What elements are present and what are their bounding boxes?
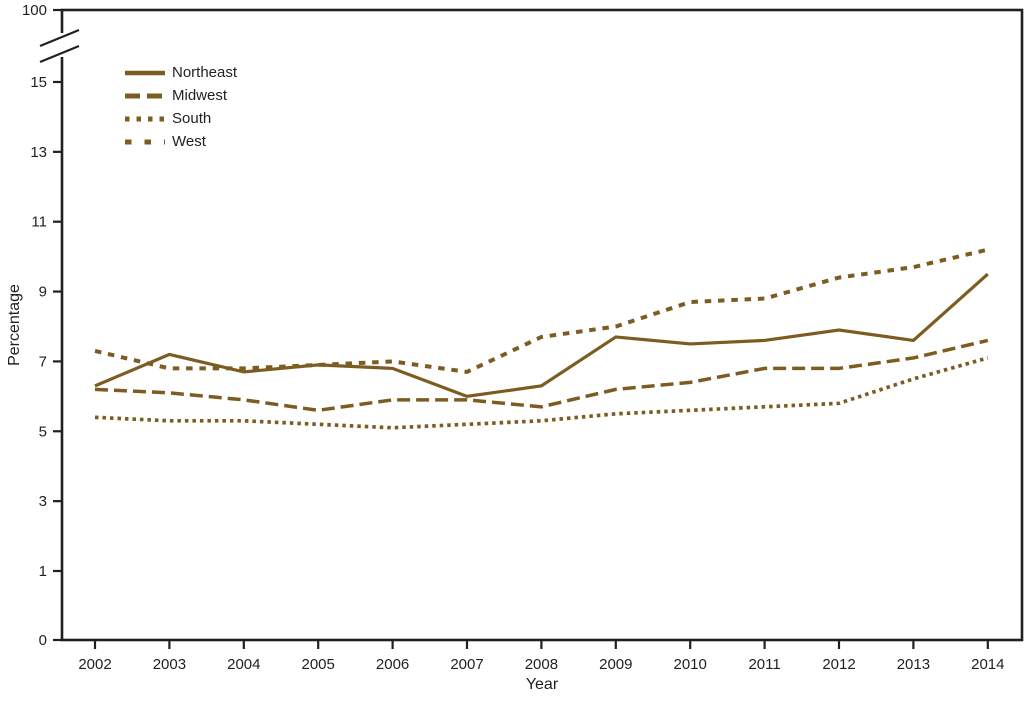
y-tick-label-100: 100 xyxy=(22,2,47,19)
series-line-west xyxy=(94,247,989,374)
legend-label: South xyxy=(172,110,212,127)
legend-label: Midwest xyxy=(172,87,228,104)
y-tick-label-9: 9 xyxy=(39,284,47,301)
x-tick-label-2002: 2002 xyxy=(78,656,111,673)
x-tick-label-2006: 2006 xyxy=(376,656,409,673)
x-tick-label-2008: 2008 xyxy=(525,656,558,673)
axis-break-slash-icon xyxy=(39,28,80,48)
series-line-midwest xyxy=(94,338,989,413)
x-axis-title: Year xyxy=(525,676,559,693)
series-line-northeast xyxy=(94,272,989,398)
legend-item-northeast: Northeast xyxy=(125,61,237,84)
x-tick-label-2004: 2004 xyxy=(227,656,260,673)
y-tick-label-0: 0 xyxy=(39,632,47,649)
x-tick-label-2013: 2013 xyxy=(897,656,930,673)
y-tick-label-1: 1 xyxy=(39,563,47,580)
y-axis-title-text: Percentage xyxy=(6,284,23,366)
y-tick-label-3: 3 xyxy=(39,493,47,510)
legend-item-west: West xyxy=(125,130,237,153)
x-tick-label-2007: 2007 xyxy=(450,656,483,673)
y-tick-label-11: 11 xyxy=(31,214,47,231)
legend: Northeast Midwest South West xyxy=(125,61,237,153)
legend-item-midwest: Midwest xyxy=(125,84,237,107)
y-axis-title: Percentage xyxy=(0,10,30,640)
northeast-line-swatch-icon xyxy=(125,70,165,75)
y-tick-label-13: 13 xyxy=(30,144,47,161)
legend-label: Northeast xyxy=(172,64,238,81)
x-tick-label-2010: 2010 xyxy=(674,656,707,673)
axis-break-slash-icon xyxy=(39,44,80,64)
legend-item-south: South xyxy=(125,107,237,130)
legend-label: West xyxy=(172,133,206,150)
x-tick-label-2005: 2005 xyxy=(302,656,335,673)
west-line-swatch-icon xyxy=(125,139,165,144)
south-line-swatch-icon xyxy=(125,116,165,121)
x-tick-label-2012: 2012 xyxy=(822,656,855,673)
y-tick-label-7: 7 xyxy=(39,353,47,370)
series-line-south xyxy=(94,356,989,430)
midwest-line-swatch-icon xyxy=(125,93,165,98)
x-tick-label-2014: 2014 xyxy=(971,656,1004,673)
x-tick-label-2003: 2003 xyxy=(153,656,186,673)
y-tick-label-5: 5 xyxy=(39,423,47,440)
axis-break-gap xyxy=(60,33,65,57)
x-tick-label-2011: 2011 xyxy=(748,656,780,673)
y-tick-label-15: 15 xyxy=(30,74,47,91)
x-tick-label-2009: 2009 xyxy=(599,656,632,673)
